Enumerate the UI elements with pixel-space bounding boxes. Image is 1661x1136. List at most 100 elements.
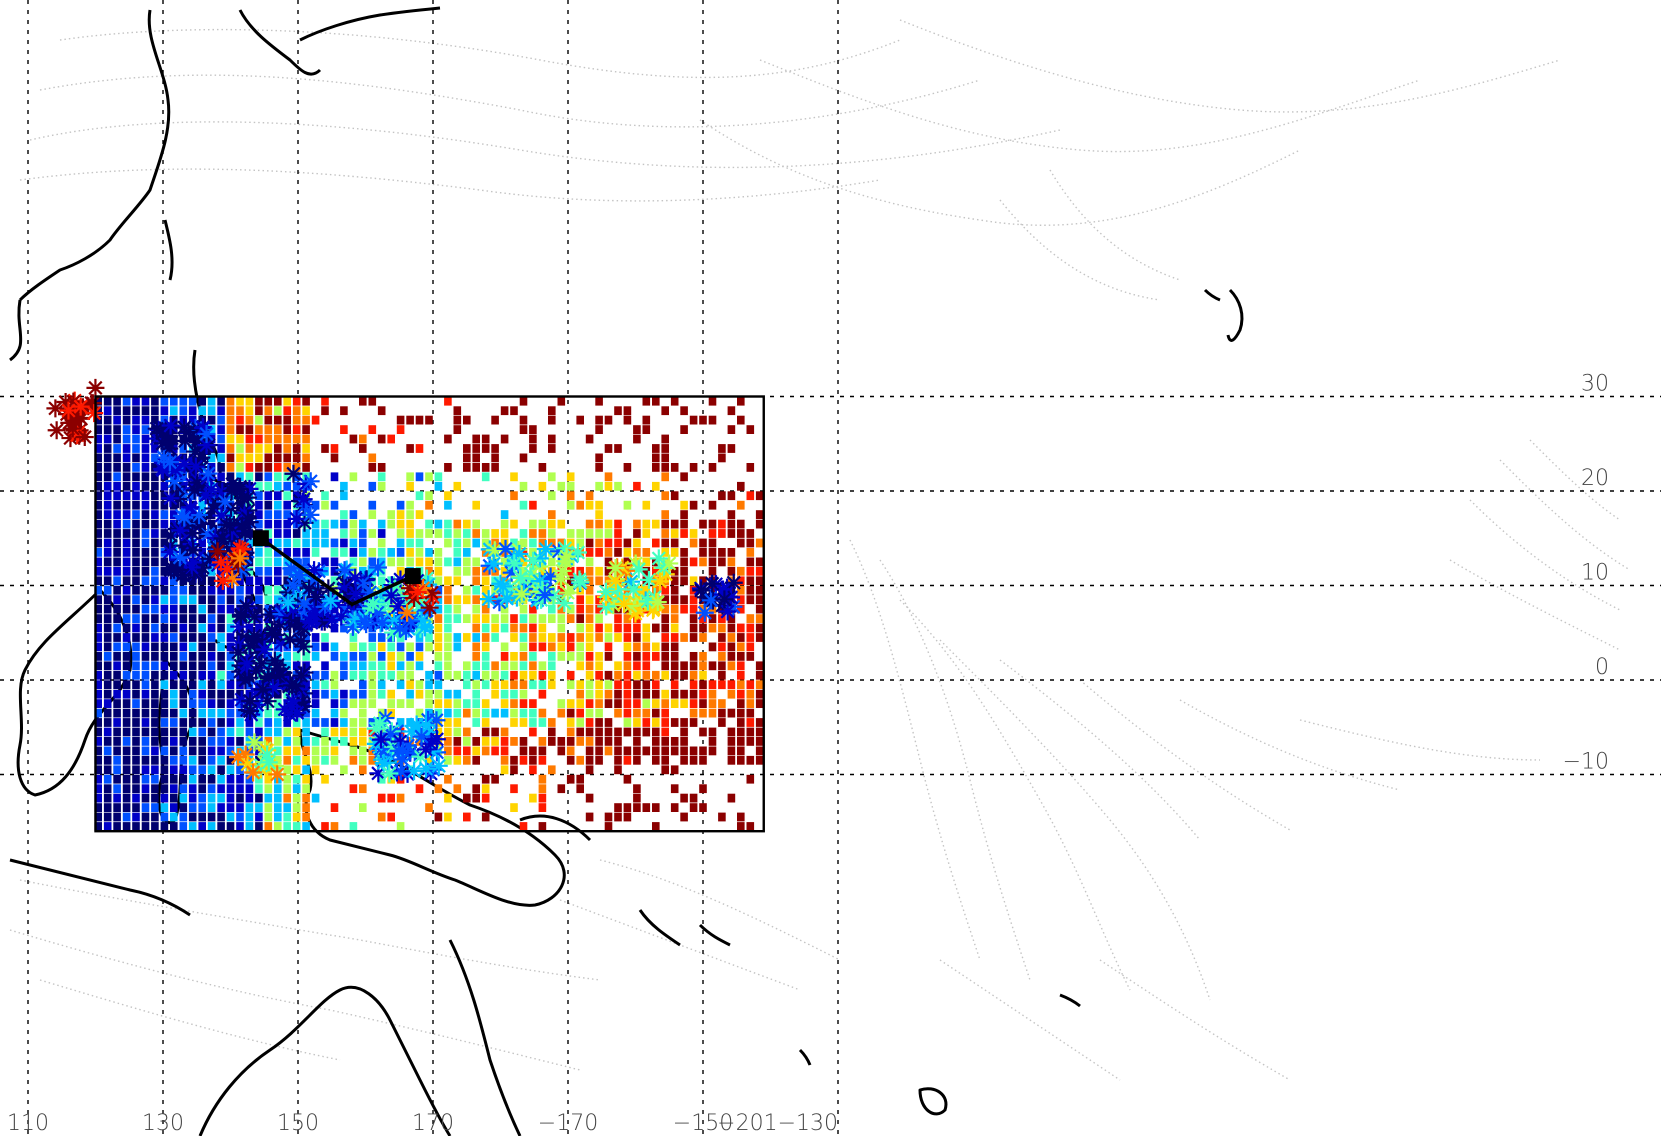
grid-square — [274, 510, 282, 519]
grid-square — [529, 680, 537, 690]
grid-square — [699, 557, 707, 567]
grid-square — [670, 784, 679, 794]
grid-square — [396, 793, 405, 803]
observation-asterisk — [301, 472, 320, 491]
grid-square — [321, 680, 329, 690]
grid-square — [755, 595, 764, 605]
grid-square — [141, 623, 150, 633]
grid-square — [548, 415, 556, 425]
grid-square — [396, 548, 405, 557]
grid-square — [302, 453, 310, 463]
observation-asterisk — [415, 618, 434, 637]
grid-square — [122, 519, 131, 529]
observation-asterisk — [306, 587, 325, 606]
observation-asterisk — [47, 421, 66, 440]
grid-square — [113, 765, 121, 775]
grid-square — [113, 822, 121, 831]
grid-square — [699, 652, 707, 661]
track-line — [259, 536, 414, 607]
grid-square — [746, 538, 755, 548]
grid-square — [94, 642, 102, 652]
observation-asterisk — [379, 591, 398, 610]
grid-square — [491, 529, 499, 538]
grid-square — [94, 548, 102, 557]
grid-square — [566, 481, 575, 491]
track-endpoint — [252, 530, 269, 547]
grid-square — [236, 746, 244, 756]
grid-square — [113, 585, 121, 595]
grid-square — [292, 727, 301, 737]
grid-square — [122, 633, 131, 642]
grid-square — [198, 822, 206, 831]
grid-square — [670, 529, 679, 538]
grid-square — [151, 604, 159, 614]
grid-square — [188, 784, 197, 794]
grid-square — [264, 557, 273, 567]
grid-square — [340, 689, 348, 699]
grid-square — [519, 604, 528, 614]
grid-square — [689, 652, 698, 661]
grid-square — [311, 708, 320, 718]
grid-square — [359, 765, 367, 775]
grid-square — [359, 642, 367, 652]
grid-square — [122, 642, 131, 652]
grid-square — [132, 425, 140, 434]
grid-square — [689, 755, 698, 765]
grid-square — [481, 604, 490, 614]
grid-square — [207, 718, 216, 727]
observation-asterisk — [250, 643, 269, 662]
grid-square — [566, 642, 575, 652]
observation-asterisk — [237, 654, 256, 673]
grid-square — [642, 396, 651, 406]
grid-square — [755, 510, 764, 519]
grid-square — [708, 415, 717, 425]
observation-asterisk — [597, 597, 616, 616]
grid-square — [113, 529, 121, 538]
grid-square — [538, 793, 547, 803]
grid-square — [359, 434, 367, 444]
grid-square — [472, 538, 480, 548]
grid-square — [623, 699, 632, 708]
grid-square — [368, 680, 377, 690]
grid-square — [604, 652, 613, 661]
observation-asterisk — [160, 453, 179, 472]
grid-square — [642, 670, 651, 680]
grid-square — [188, 614, 197, 623]
grid-square — [576, 652, 584, 661]
grid-square — [274, 576, 282, 586]
grid-square — [642, 746, 651, 756]
grid-square — [264, 595, 273, 605]
observation-asterisk — [631, 593, 650, 612]
grid-square — [103, 519, 112, 529]
observation-asterisk — [259, 669, 278, 688]
grid-square — [321, 746, 329, 756]
observation-asterisk — [182, 558, 201, 577]
grid-square — [122, 812, 131, 822]
observation-asterisk — [368, 603, 387, 622]
grid-square — [510, 680, 518, 690]
grid-square — [377, 406, 386, 416]
grid-square — [425, 566, 433, 576]
grid-square — [406, 699, 414, 708]
grid-square — [623, 500, 632, 510]
grid-square — [529, 614, 537, 623]
grid-square — [264, 396, 273, 406]
grid-square — [141, 718, 150, 727]
grid-square — [198, 793, 206, 803]
grid-square — [529, 434, 537, 444]
observation-asterisk — [553, 561, 572, 580]
grid-square — [198, 642, 206, 652]
grid-square — [132, 812, 140, 822]
grid-square — [217, 803, 225, 812]
grid-square — [444, 557, 452, 567]
grid-square — [160, 652, 169, 661]
grid-square — [207, 746, 216, 756]
grid-square — [141, 481, 150, 491]
grid-square — [396, 557, 405, 567]
grid-square — [245, 415, 254, 425]
observation-asterisk — [644, 599, 663, 618]
grid-square — [595, 529, 603, 538]
grid-square — [179, 670, 188, 680]
grid-square — [652, 444, 660, 453]
grid-square — [387, 699, 395, 708]
